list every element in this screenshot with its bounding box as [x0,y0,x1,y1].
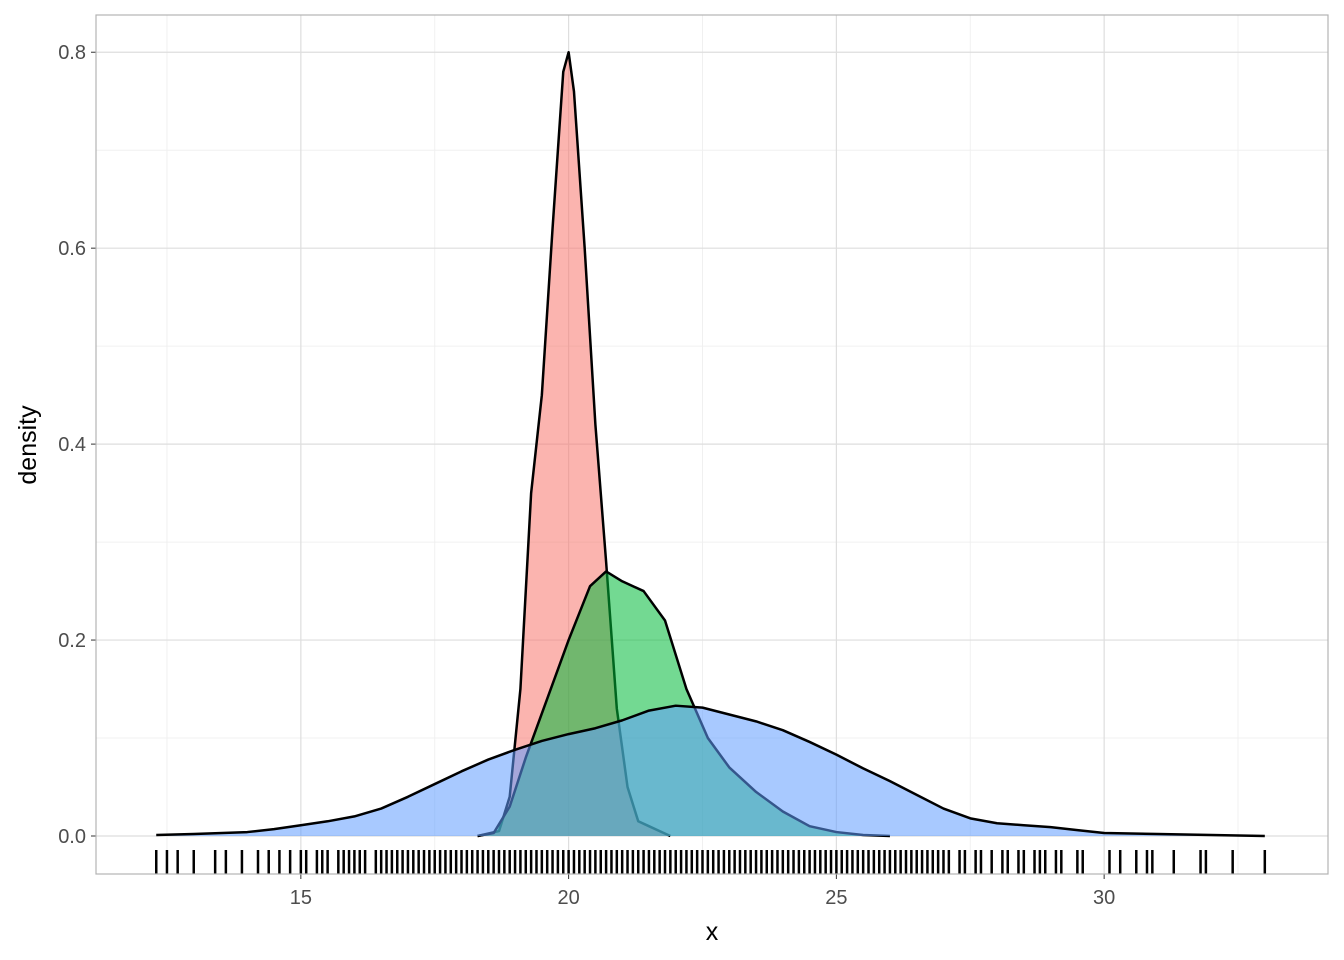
y-tick-label: 0.0 [58,826,86,848]
density-area [156,705,1265,836]
y-tick-label: 0.6 [58,238,86,260]
x-tick-label: 30 [1093,887,1115,909]
y-tick-label: 0.8 [58,42,86,64]
density-area [477,52,671,836]
y-axis-title: density [14,405,42,485]
y-tick-label: 0.4 [58,434,86,456]
density-line [156,704,1265,838]
x-tick-label: 25 [825,887,847,909]
x-tick-label: 15 [290,887,312,909]
x-axis-title: x [706,918,719,946]
x-tick-label: 20 [557,887,579,909]
y-tick-label: 0.2 [58,630,86,652]
plot-border [95,14,1329,875]
